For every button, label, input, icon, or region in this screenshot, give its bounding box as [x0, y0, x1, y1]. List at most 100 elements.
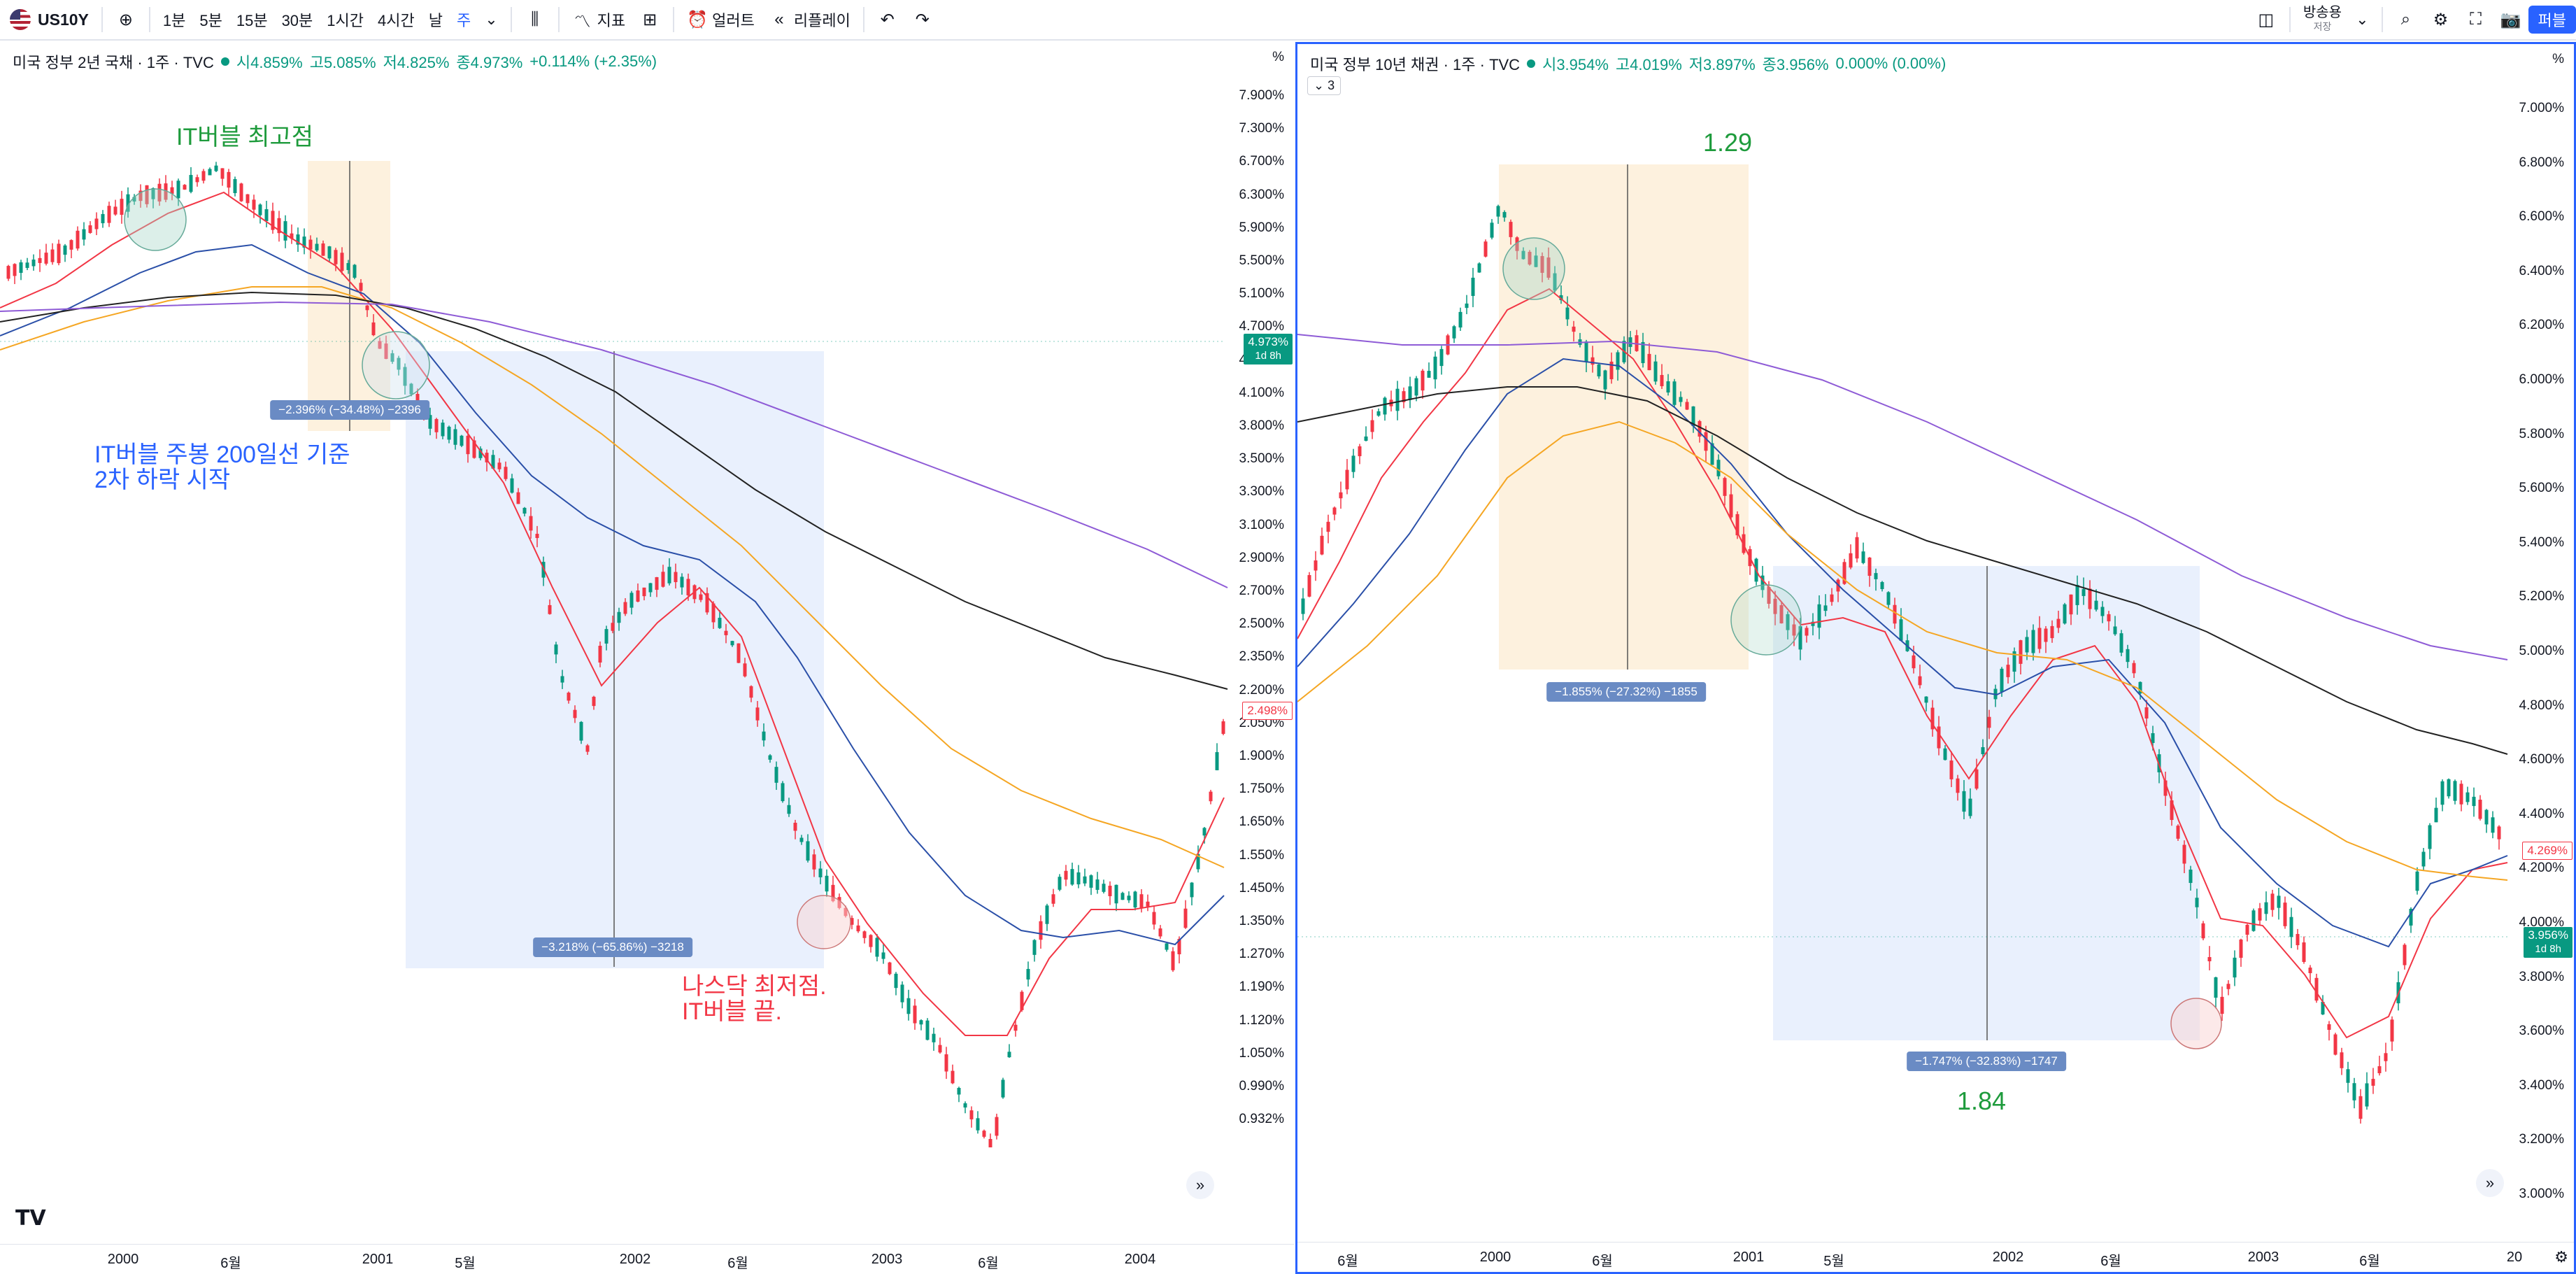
redo-button[interactable]: ↷ [905, 0, 940, 40]
right-price-scale[interactable]: % 7.000% 6.800% 6.600% 6.400% 6.200% 6.000% 5.… [2504, 44, 2574, 1272]
alert-button[interactable]: ⏰ 얼러트 [680, 0, 762, 40]
left-symbol-title[interactable]: 미국 정부 2년 국채 · 1주 · TVC [13, 54, 214, 71]
chart-type-button[interactable]: ⫼ [518, 0, 553, 40]
left-price-tick: 4.700% [1239, 319, 1284, 334]
annotation-ratio-bottom[interactable]: 1.84 [1957, 1087, 2007, 1115]
scroll-to-realtime-button[interactable]: » [2476, 1169, 2504, 1197]
right-time-axis[interactable]: 6월 2000 6월 2001 5월 2002 6월 2003 6월 20 [1297, 1242, 2574, 1272]
right-open: 시3.954% [1542, 56, 1609, 73]
compare-button[interactable]: ⊕ [108, 0, 143, 40]
left-candle-body [201, 171, 206, 181]
snapshot-button[interactable]: 📷 [2493, 0, 2528, 40]
left-candle-body [881, 952, 885, 959]
annotation-ratio-top[interactable]: 1.29 [1703, 128, 1753, 157]
right-symbol-title[interactable]: 미국 정부 10년 채권 · 1주 · TVC [1310, 56, 1521, 73]
interval-30m[interactable]: 30분 [281, 12, 313, 29]
publish-button[interactable]: 퍼블 [2528, 6, 2576, 34]
interval-5m[interactable]: 5분 [199, 12, 222, 29]
indicator-collapse-button[interactable]: ⌄ 3 [1307, 76, 1342, 95]
layout-name-button[interactable]: 방송용 저장 [2296, 0, 2349, 40]
left-measure-1-label[interactable]: −2.396% (−34.48%) −2396 [270, 400, 429, 420]
left-candle-body [636, 590, 640, 602]
right-chart-canvas[interactable] [1297, 44, 2574, 1272]
second-drop-highlight-circle [1730, 584, 1802, 656]
right-candle-body [2415, 871, 2419, 891]
right-candle-body [1364, 436, 1368, 441]
right-chart-pane[interactable]: 미국 정부 10년 채권 · 1주 · TVC 시3.954% 고4.019% … [1295, 42, 2576, 1274]
right-candle-body [1414, 378, 1418, 396]
left-candle-body [453, 429, 457, 445]
right-candle-body [1779, 605, 1784, 623]
right-candle-body [1710, 443, 1714, 465]
fullscreen-button[interactable]: ⛶ [2458, 0, 2493, 40]
interval-week[interactable]: 주 [456, 12, 471, 29]
left-candle-body [1183, 908, 1188, 928]
interval-1h[interactable]: 1시간 [327, 12, 364, 29]
left-measure-2-label[interactable]: −3.218% (−65.86%) −3218 [533, 937, 692, 957]
scroll-to-realtime-button[interactable]: » [1186, 1171, 1214, 1199]
indicators-button[interactable]: 〽 지표 [565, 0, 632, 40]
interval-4h[interactable]: 4시간 [378, 12, 415, 29]
annotation-nasdaq-low-line1[interactable]: 나스닥 최저점. [682, 973, 827, 1000]
right-candle-body [1798, 626, 1802, 650]
right-candle-body [1358, 446, 1362, 457]
right-candle-body [2233, 957, 2237, 978]
left-candle-body [1045, 905, 1049, 924]
left-candle-body [208, 169, 212, 176]
left-candle-body [567, 693, 571, 701]
undo-button[interactable]: ↶ [870, 0, 905, 40]
right-measure-1-label[interactable]: −1.855% (−27.32%) −1855 [1546, 682, 1706, 702]
right-candle-body [1974, 769, 1979, 789]
left-price-tick: 5.900% [1239, 220, 1284, 235]
settings-button[interactable]: ⚙ [2424, 0, 2458, 40]
right-candle-body [1849, 553, 1853, 568]
left-candle-body [1039, 921, 1043, 940]
right-candle-body [1729, 494, 1733, 518]
interval-day[interactable]: 날 [428, 12, 443, 29]
annotation-it-bubble-peak[interactable]: IT버블 최고점 [176, 124, 314, 150]
right-candle-body [1320, 535, 1324, 555]
left-time-tick: 6월 [220, 1256, 241, 1271]
left-candle-body [113, 206, 118, 215]
right-measure-2-label[interactable]: −1.747% (−32.83%) −1747 [1907, 1052, 2066, 1071]
interval-dropdown[interactable]: ⌄ [478, 0, 504, 40]
interval-1m[interactable]: 1분 [162, 12, 186, 29]
layouts-button[interactable]: ⊞ [632, 0, 667, 40]
right-candle-body [2075, 585, 2079, 605]
left-candle-body [1120, 893, 1125, 900]
left-candle-body [913, 1005, 917, 1024]
left-chart-canvas[interactable] [0, 42, 1294, 1274]
left-price-tick: 2.700% [1239, 583, 1284, 598]
left-candle-body [365, 305, 369, 311]
layout-dropdown[interactable]: ⌄ [2349, 0, 2375, 40]
left-candle-body [1026, 968, 1030, 980]
right-candle-body [2459, 784, 2463, 805]
annotation-second-drop-line2[interactable]: 2차 하락 시작 [94, 467, 231, 493]
divider [557, 7, 560, 32]
annotation-second-drop-line1[interactable]: IT버블 주봉 200일선 기준 [94, 441, 350, 468]
tradingview-logo[interactable]: 𝗧𝗩 [15, 1207, 46, 1230]
right-candle-body [1591, 357, 1595, 365]
right-price-tick: 3.800% [2519, 969, 2564, 984]
search-button[interactable]: ⌕ [2389, 0, 2424, 40]
left-time-axis[interactable]: 2000 6월 2001 5월 2002 6월 2003 6월 2004 [0, 1244, 1294, 1274]
panel-button[interactable]: ◫ [2249, 0, 2284, 40]
annotation-nasdaq-low-line2[interactable]: IT버블 끝. [682, 998, 782, 1025]
symbol-search[interactable]: US10Y [0, 0, 96, 40]
right-countdown: 1d 8h [2535, 943, 2561, 955]
left-time-tick: 2004 [1124, 1252, 1156, 1267]
time-axis-settings-button[interactable]: ⚙ [2554, 1248, 2568, 1266]
interval-15m[interactable]: 15분 [236, 12, 268, 29]
left-price-scale[interactable]: % 7.900% 7.300% 6.700% 6.300% 5.900% 5.500% 5.… [1224, 42, 1294, 1274]
left-candle-body [598, 646, 602, 663]
undo-icon: ↶ [880, 10, 895, 29]
right-legend: 미국 정부 10년 채권 · 1주 · TVC 시3.954% 고4.019% … [1310, 52, 1946, 75]
left-candle-body [13, 264, 17, 276]
replay-button[interactable]: « 리플레이 [762, 0, 858, 40]
left-candle-body [1007, 1052, 1011, 1058]
left-chart-pane[interactable]: 미국 정부 2년 국채 · 1주 · TVC 시4.859% 고5.085% 저… [0, 42, 1294, 1274]
market-status-icon [220, 57, 229, 66]
right-candle-body [2163, 780, 2168, 796]
left-candle-body [1108, 885, 1112, 897]
left-price-tick: 4.100% [1239, 385, 1284, 400]
